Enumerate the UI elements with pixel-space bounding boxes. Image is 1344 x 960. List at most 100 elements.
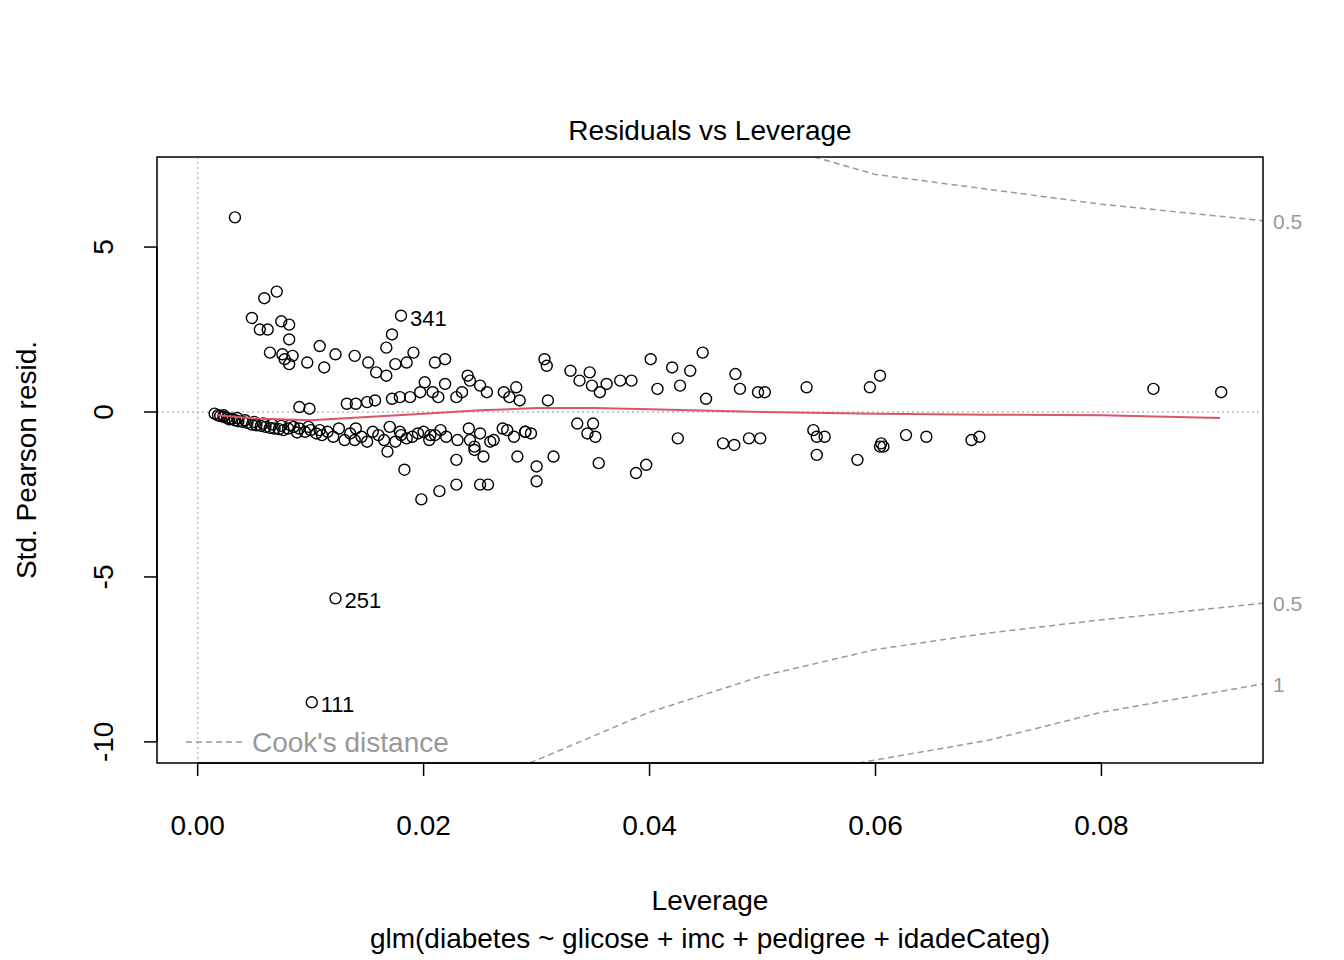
point	[405, 392, 416, 403]
point	[901, 430, 912, 441]
y-tick	[144, 411, 157, 413]
point	[1216, 387, 1227, 398]
point	[399, 464, 410, 475]
point	[852, 454, 863, 465]
point	[631, 468, 642, 479]
y-tick	[144, 246, 157, 248]
x-tick	[875, 763, 877, 776]
title: Residuals vs Leverage	[568, 115, 851, 146]
point	[974, 431, 985, 442]
cooks-curve	[814, 157, 1263, 221]
point	[481, 387, 492, 398]
y-tick-label: -10	[88, 722, 119, 762]
y-tick	[144, 576, 157, 578]
y-tick	[144, 741, 157, 743]
x-tick-label: 0.06	[848, 810, 903, 841]
point	[350, 423, 361, 434]
point	[284, 319, 295, 330]
x-label: Leverage	[652, 885, 769, 916]
point	[246, 312, 257, 323]
point	[1148, 383, 1159, 394]
point	[531, 476, 542, 487]
point	[463, 423, 474, 434]
point	[729, 439, 740, 450]
point	[271, 286, 282, 297]
x-tick-label: 0.00	[170, 810, 225, 841]
point	[565, 365, 576, 376]
point	[363, 357, 374, 368]
point	[743, 433, 754, 444]
point	[730, 369, 741, 380]
point	[451, 479, 462, 490]
point	[396, 310, 407, 321]
x-tick	[1101, 763, 1103, 776]
point	[419, 377, 430, 388]
point	[615, 375, 626, 386]
point	[384, 421, 395, 432]
point	[328, 431, 339, 442]
x-tick	[197, 763, 199, 776]
point	[511, 382, 522, 393]
point	[303, 421, 314, 432]
x-tick-label: 0.04	[622, 810, 677, 841]
point	[425, 430, 436, 441]
point-label: 341	[410, 306, 447, 331]
point	[819, 431, 830, 442]
point	[672, 433, 683, 444]
plot-frame	[157, 157, 1263, 763]
y-tick-label: 0	[88, 404, 119, 420]
point	[314, 425, 325, 436]
point	[416, 494, 427, 505]
point	[349, 435, 360, 446]
point	[701, 393, 712, 404]
legend-label: Cook's distance	[252, 727, 449, 758]
point	[408, 347, 419, 358]
point	[350, 398, 361, 409]
point	[349, 350, 360, 361]
point	[464, 435, 475, 446]
point	[262, 324, 273, 335]
point	[697, 347, 708, 358]
point	[371, 367, 382, 378]
point-label: 251	[344, 588, 381, 613]
point	[755, 433, 766, 444]
point	[464, 375, 475, 386]
plot-area	[157, 157, 1263, 763]
point	[386, 393, 397, 404]
point	[259, 293, 270, 304]
point	[601, 378, 612, 389]
point	[645, 354, 656, 365]
point	[362, 397, 373, 408]
point	[759, 387, 770, 398]
point	[512, 451, 523, 462]
point	[548, 451, 559, 462]
point	[808, 425, 819, 436]
point	[457, 387, 468, 398]
point	[441, 431, 452, 442]
point	[921, 431, 932, 442]
point	[381, 370, 392, 381]
point	[440, 378, 451, 389]
point	[370, 395, 381, 406]
point	[294, 402, 305, 413]
point	[319, 362, 330, 373]
point	[339, 435, 350, 446]
point	[502, 425, 513, 436]
cooks-level-label: 0.5	[1273, 592, 1302, 615]
point	[685, 365, 696, 376]
point	[229, 212, 240, 223]
point	[418, 426, 429, 437]
point	[304, 403, 315, 414]
point	[590, 431, 601, 442]
point	[452, 435, 463, 446]
point	[314, 341, 325, 352]
point	[394, 426, 405, 437]
point	[362, 436, 373, 447]
point	[485, 436, 496, 447]
point	[483, 479, 494, 490]
point	[285, 420, 296, 431]
y-label: Std. Pearson resid.	[11, 341, 42, 579]
point	[302, 357, 313, 368]
point	[641, 459, 652, 470]
point	[306, 697, 317, 708]
